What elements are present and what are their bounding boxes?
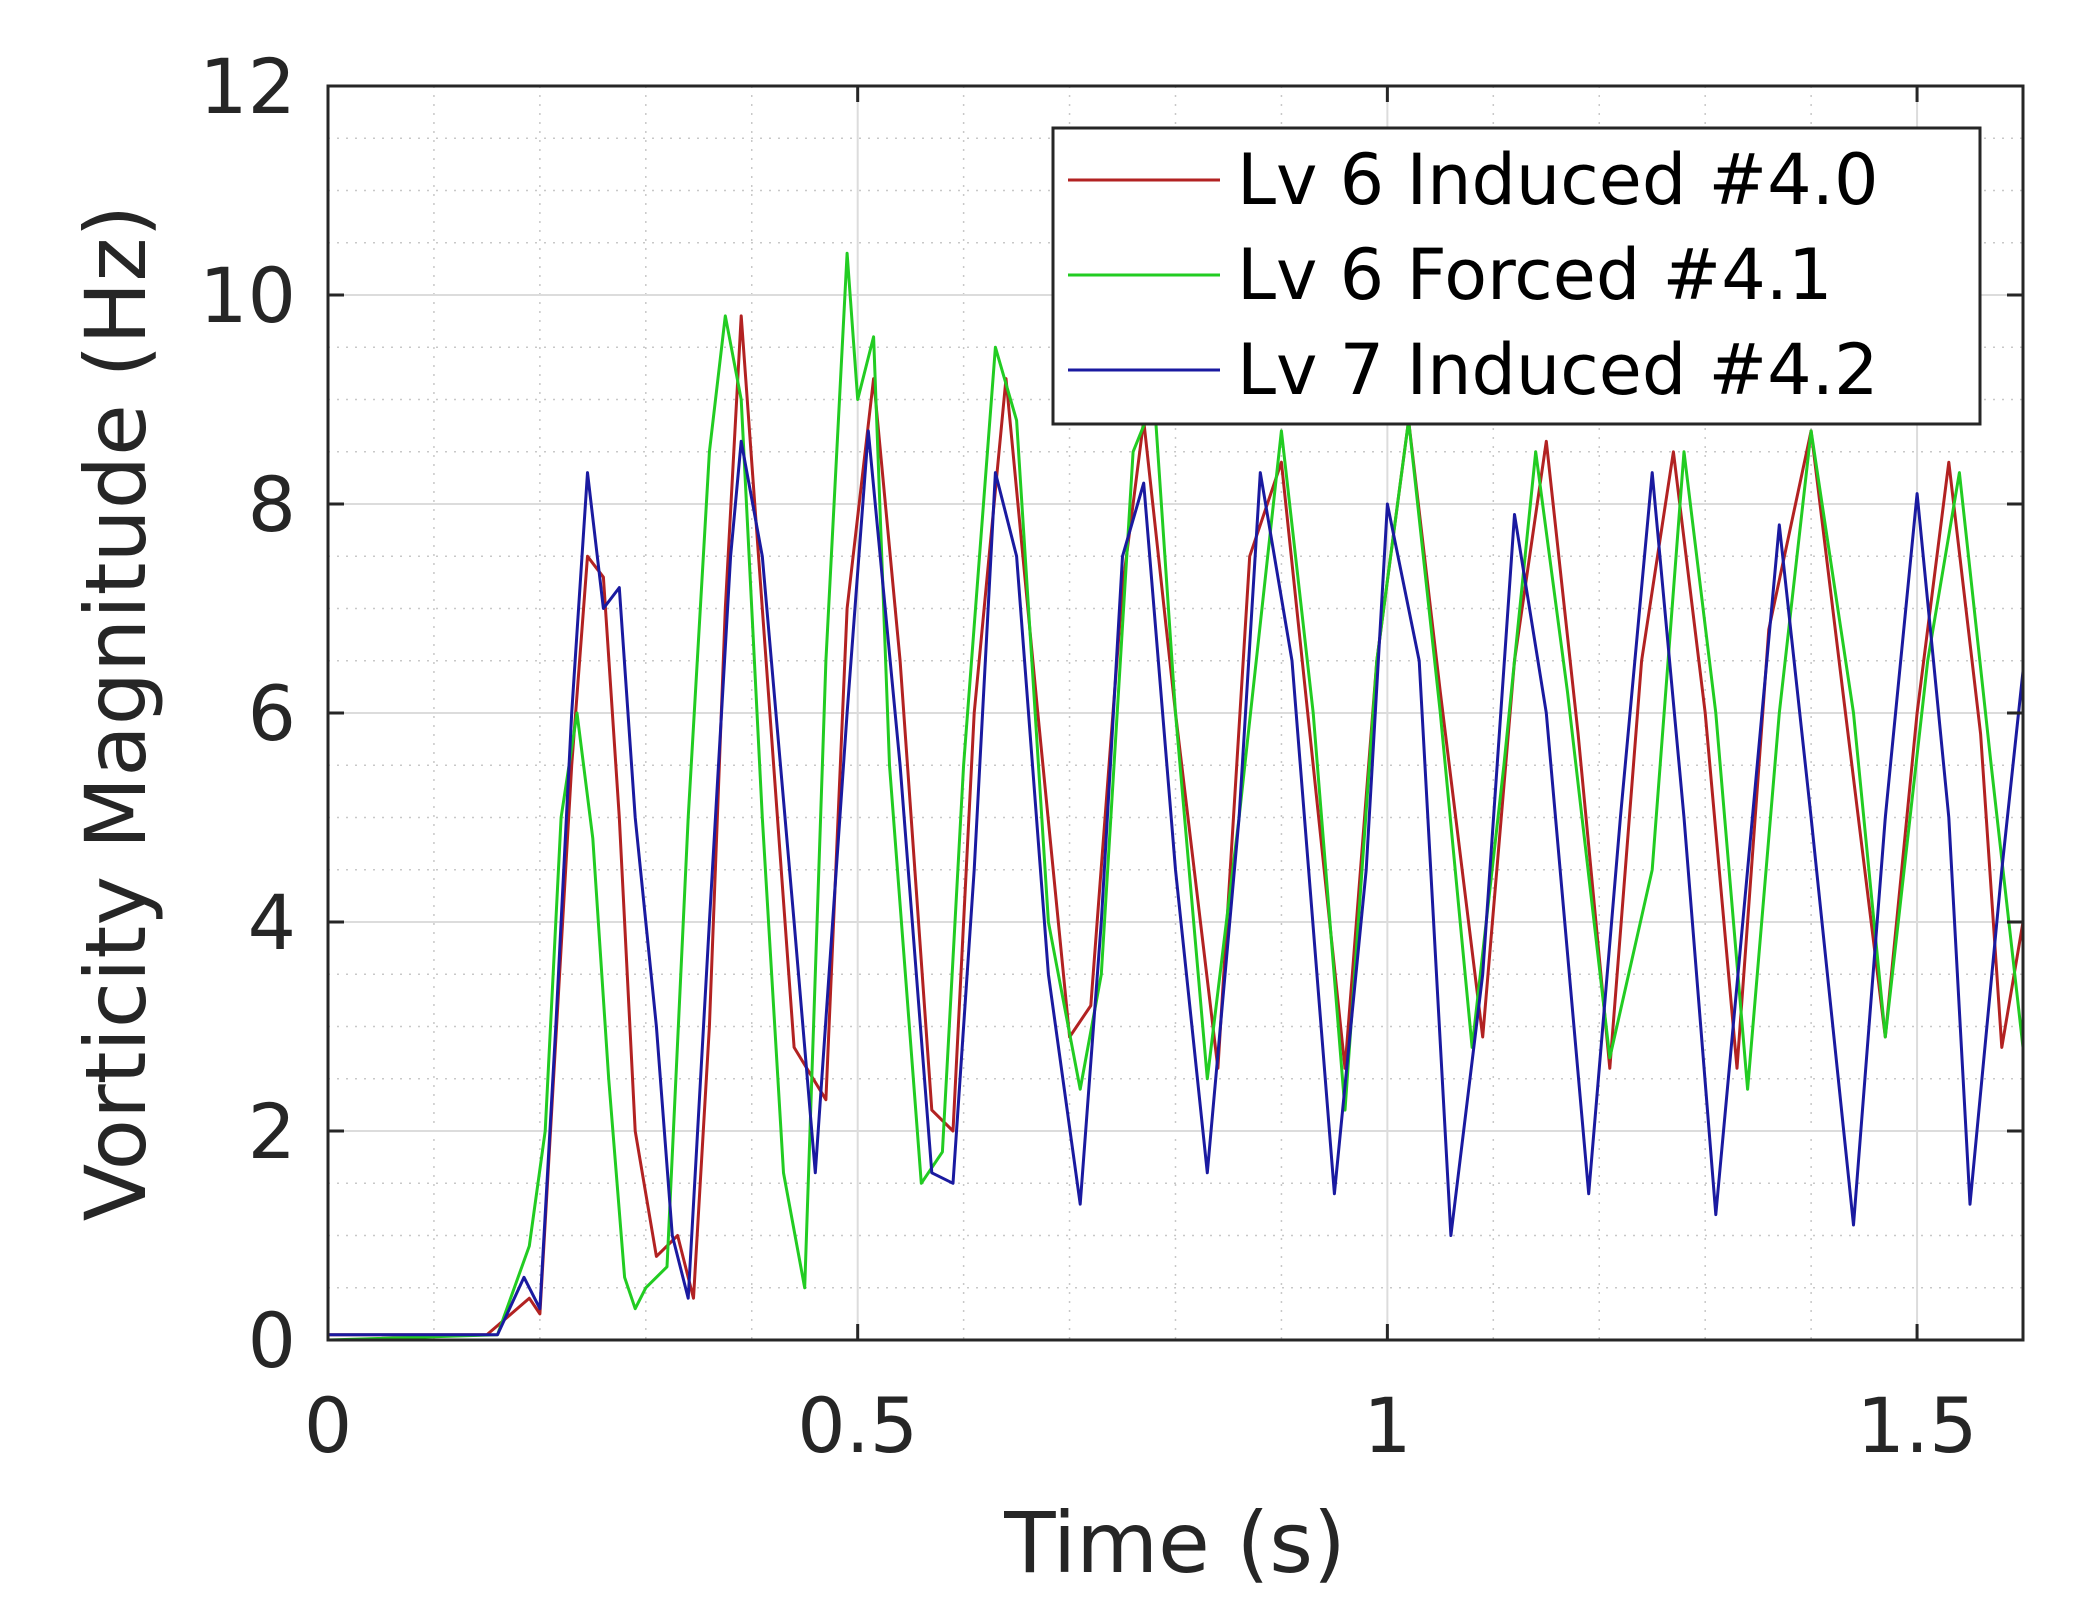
series-line-lv6-forced	[327, 251, 2025, 1342]
y-tick-label: 6	[248, 669, 296, 758]
series-line-lv7-induced	[328, 429, 2025, 1337]
x-axis-title: Time (s)	[1003, 1494, 1346, 1592]
y-tick-label: 2	[248, 1087, 296, 1176]
legend: Lv 6 Induced #4.0 Lv 6 Forced #4.1 Lv 7 …	[1051, 126, 1982, 426]
x-tick-label: 1.5	[1857, 1381, 1978, 1470]
series-line-lv6-induced	[328, 314, 2025, 1337]
legend-label-lv7-induced: Lv 7 Induced #4.2	[1237, 329, 1878, 411]
y-tick-labels: 0 2 4 6 8 10 12	[199, 42, 296, 1385]
x-tick-labels: 0 0.5 1 1.5	[304, 1381, 1978, 1470]
x-tick-label: 0	[304, 1381, 352, 1470]
x-tick-label: 1	[1363, 1381, 1411, 1470]
y-tick-label: 12	[199, 42, 296, 131]
legend-label-lv6-induced: Lv 6 Induced #4.0	[1237, 139, 1878, 221]
y-tick-label: 8	[248, 460, 296, 549]
tick-marks	[326, 84, 2023, 1342]
y-tick-label: 0	[248, 1296, 296, 1385]
x-tick-label: 0.5	[797, 1381, 918, 1470]
series-layer	[327, 251, 2025, 1342]
legend-label-lv6-forced: Lv 6 Forced #4.1	[1237, 234, 1833, 316]
y-tick-label: 4	[248, 878, 296, 967]
y-tick-label: 10	[199, 251, 296, 340]
y-axis-title: Vorticity Magnitude (Hz)	[67, 205, 165, 1222]
